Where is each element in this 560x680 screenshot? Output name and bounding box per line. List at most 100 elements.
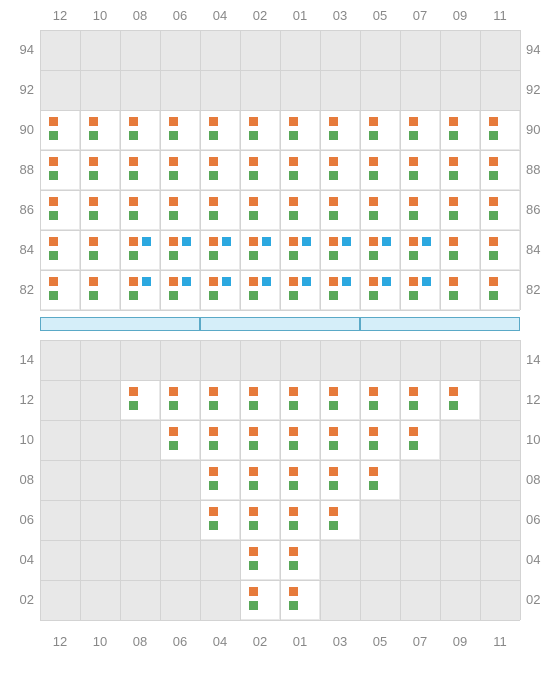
seat-cell[interactable] [401,151,439,189]
seat-cell[interactable] [201,501,239,539]
seat-cell[interactable] [121,151,159,189]
seat-cell[interactable] [321,501,359,539]
seat-cell[interactable] [361,271,399,309]
seat-cell[interactable] [201,461,239,499]
seat-cell[interactable] [121,381,159,419]
seat-cell[interactable] [321,231,359,269]
seat-cell[interactable] [361,231,399,269]
seat-cell[interactable] [241,191,279,229]
seat-cell[interactable] [281,271,319,309]
seat-cell[interactable] [481,231,519,269]
marker-green [289,401,298,410]
seat-cell[interactable] [321,421,359,459]
seat-cell[interactable] [401,231,439,269]
seat-cell[interactable] [41,231,79,269]
seat-cell[interactable] [121,271,159,309]
seat-cell[interactable] [161,421,199,459]
seat-cell[interactable] [441,271,479,309]
seat-cell[interactable] [201,151,239,189]
seat-cell[interactable] [321,191,359,229]
seat-cell[interactable] [361,421,399,459]
seat-cell[interactable] [41,151,79,189]
marker-orange [489,117,498,126]
seat-cell[interactable] [81,111,119,149]
seat-cell[interactable] [161,271,199,309]
seat-cell[interactable] [161,231,199,269]
seat-cell[interactable] [321,111,359,149]
col-label: 10 [80,634,120,649]
seat-cell[interactable] [161,151,199,189]
seat-cell[interactable] [281,191,319,229]
seat-cell[interactable] [281,381,319,419]
col-label: 09 [440,8,480,23]
seat-cell[interactable] [401,421,439,459]
seat-cell[interactable] [81,271,119,309]
seat-cell[interactable] [201,231,239,269]
seat-cell[interactable] [121,231,159,269]
seat-cell[interactable] [281,231,319,269]
seat-cell[interactable] [281,151,319,189]
seat-cell[interactable] [281,461,319,499]
seat-cell[interactable] [201,271,239,309]
seat-cell[interactable] [201,421,239,459]
seat-cell[interactable] [321,271,359,309]
seat-cell[interactable] [241,541,279,579]
seat-cell[interactable] [281,501,319,539]
seat-cell[interactable] [201,191,239,229]
seat-cell[interactable] [441,381,479,419]
seat-cell[interactable] [241,501,279,539]
seat-cell[interactable] [481,191,519,229]
seat-cell[interactable] [81,151,119,189]
seat-cell[interactable] [361,461,399,499]
seat-cell[interactable] [241,381,279,419]
seat-cell[interactable] [241,581,279,619]
seat-cell[interactable] [361,111,399,149]
seat-cell[interactable] [321,461,359,499]
marker-green [329,171,338,180]
seat-cell[interactable] [321,151,359,189]
seat-cell[interactable] [241,421,279,459]
seat-cell[interactable] [161,381,199,419]
seat-cell[interactable] [321,381,359,419]
seat-cell[interactable] [361,151,399,189]
seat-cell[interactable] [41,191,79,229]
seat-cell[interactable] [281,111,319,149]
seat-cell[interactable] [241,271,279,309]
marker-orange [329,507,338,516]
seat-cell[interactable] [121,111,159,149]
marker-blue [382,237,391,246]
seat-cell[interactable] [241,461,279,499]
seat-cell[interactable] [481,151,519,189]
seat-cell[interactable] [161,111,199,149]
seat-cell[interactable] [441,231,479,269]
seat-cell[interactable] [401,381,439,419]
seat-cell[interactable] [401,191,439,229]
seat-cell[interactable] [121,191,159,229]
seat-cell[interactable] [161,191,199,229]
seat-cell[interactable] [41,111,79,149]
seat-cell[interactable] [201,111,239,149]
marker-green [369,251,378,260]
seat-cell[interactable] [201,381,239,419]
seat-cell[interactable] [41,271,79,309]
seat-cell[interactable] [81,231,119,269]
seat-cell[interactable] [241,151,279,189]
seat-cell[interactable] [441,111,479,149]
marker-orange [249,587,258,596]
marker-orange [169,277,178,286]
seat-cell[interactable] [281,541,319,579]
seat-cell[interactable] [241,111,279,149]
seat-cell[interactable] [481,111,519,149]
marker-orange [289,507,298,516]
seat-cell[interactable] [441,151,479,189]
seat-cell[interactable] [441,191,479,229]
seat-cell[interactable] [401,111,439,149]
seat-cell[interactable] [281,421,319,459]
seat-cell[interactable] [81,191,119,229]
seat-cell[interactable] [241,231,279,269]
seat-cell[interactable] [361,381,399,419]
seat-cell[interactable] [401,271,439,309]
seat-cell[interactable] [481,271,519,309]
seat-cell[interactable] [281,581,319,619]
seat-cell[interactable] [361,191,399,229]
